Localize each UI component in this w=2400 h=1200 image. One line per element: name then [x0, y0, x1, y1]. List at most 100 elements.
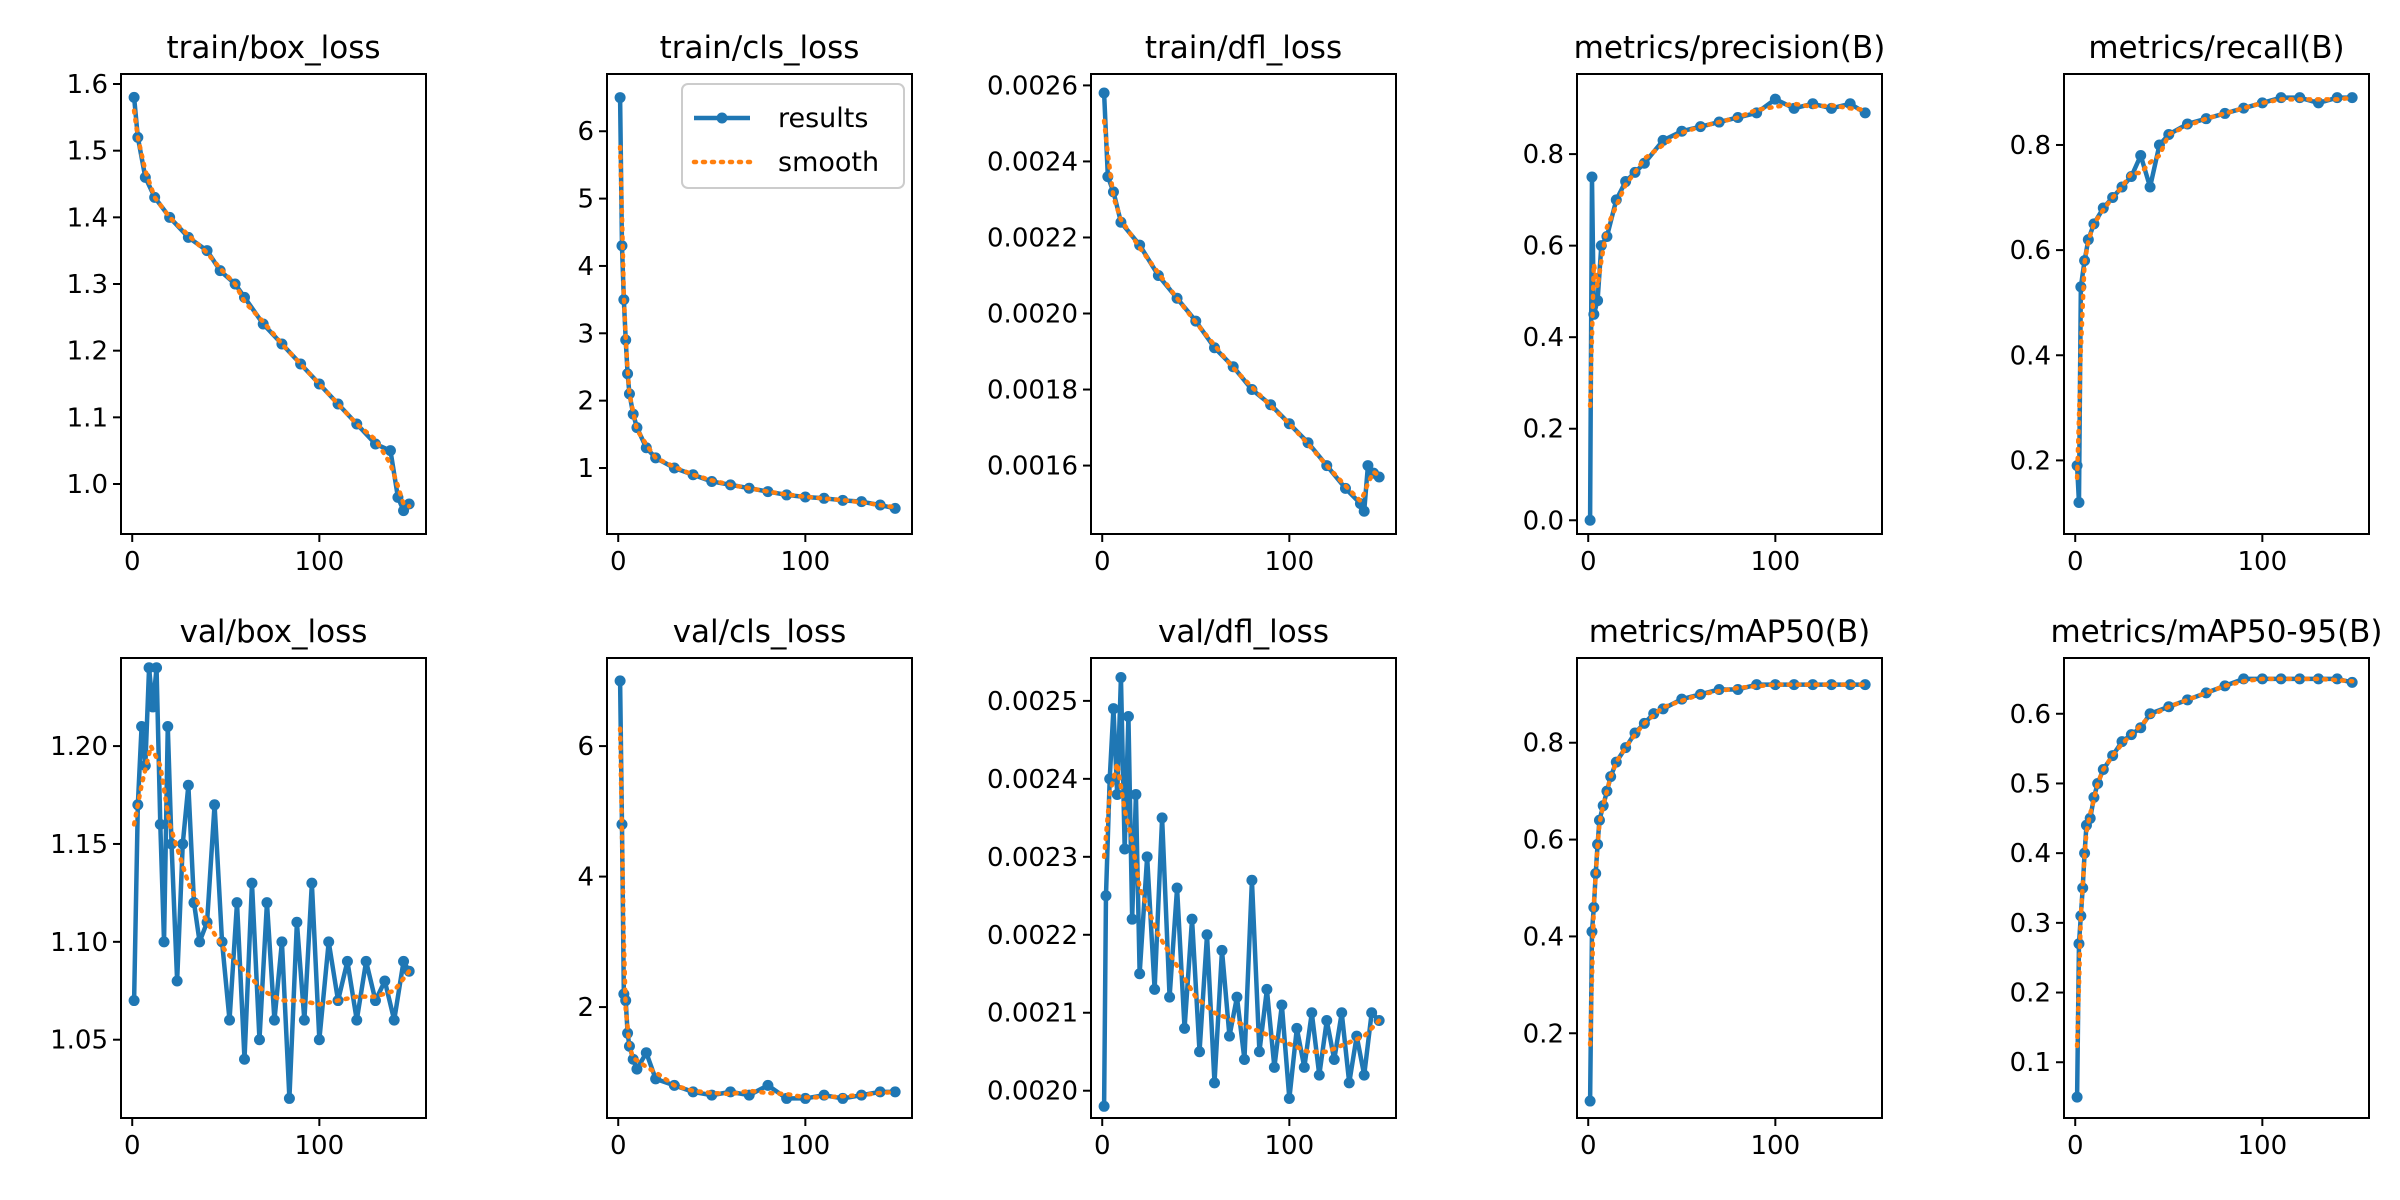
subplot-3: train/dfl_loss 0 100 0.0016 0.0018 0.0020 0.00… [987, 30, 1397, 577]
smooth-line [617, 726, 898, 1100]
axes-frame [1090, 657, 1397, 1119]
y-tick-label: 0.0022 [987, 921, 1078, 951]
subplot-6: val/box_loss 0 100 1.05 1.10 1.15 1.20 [50, 614, 427, 1161]
results-point [614, 675, 626, 687]
y-tick-label: 0.6 [2010, 700, 2051, 730]
x-tick-label: 100 [295, 547, 345, 577]
y-tick-label: 0.0021 [987, 999, 1078, 1029]
results-point [1584, 514, 1596, 526]
results-point [2346, 92, 2358, 104]
legend-results-label: results [778, 103, 868, 134]
results-point [1328, 1054, 1340, 1066]
results-point [1171, 882, 1183, 894]
results-point [298, 1014, 310, 1026]
y-tick-label: 0.8 [1523, 729, 1564, 759]
axes-frame [2063, 73, 2370, 535]
results-point [268, 1014, 280, 1026]
results-point [1276, 999, 1288, 1011]
smooth-line [131, 108, 412, 509]
smooth-line [1101, 118, 1382, 505]
x-tick-label: 100 [1265, 547, 1315, 577]
subplot-4: metrics/precision(B) 0 100 0.0 0.2 0.4 0.6 0.8 [1523, 30, 1886, 577]
results-point [616, 818, 628, 830]
results-point [1261, 983, 1273, 995]
results-point [1186, 913, 1198, 925]
results-line [1101, 675, 1382, 1109]
results-point [1164, 991, 1176, 1003]
y-tick-label: 1.1 [67, 403, 108, 433]
results-point [1231, 991, 1243, 1003]
results-point [1098, 87, 1110, 99]
results-point [177, 838, 189, 850]
y-tick-label: 1.2 [67, 337, 108, 367]
x-tick-label: 0 [2067, 547, 2084, 577]
results-point [1141, 851, 1153, 863]
y-tick-label: 0.4 [2010, 341, 2051, 371]
results-point [1216, 944, 1228, 956]
y-tick-label: 0.6 [2010, 236, 2051, 266]
x-tick-label: 100 [781, 1131, 831, 1161]
results-point [1130, 788, 1142, 800]
results-point [1358, 505, 1370, 517]
smooth-line [1587, 101, 1868, 409]
smooth-line [1101, 762, 1382, 1054]
y-tick-label: 0.0 [1523, 506, 1564, 536]
results-point [1362, 460, 1374, 472]
results-point [1306, 1007, 1318, 1019]
results-point [1122, 710, 1134, 722]
results-point [631, 1063, 643, 1075]
results-point [1253, 1046, 1265, 1058]
subplot-title: train/dfl_loss [1145, 30, 1342, 66]
smooth-line [617, 144, 898, 510]
y-tick-label: 2 [577, 993, 594, 1023]
results-point [889, 1086, 901, 1098]
results-line [2074, 95, 2355, 505]
y-tick-label: 1.4 [67, 203, 108, 233]
results-line [1587, 96, 1868, 523]
y-tick-label: 1.05 [50, 1026, 108, 1056]
results-point [1134, 968, 1146, 980]
results-point [1098, 1100, 1110, 1112]
y-tick-label: 0.0025 [987, 687, 1078, 717]
smooth-line [2074, 676, 2355, 1049]
subplot-title: val/box_loss [180, 614, 368, 650]
x-tick-label: 0 [1580, 547, 1597, 577]
y-tick-label: 6 [577, 117, 594, 147]
results-point [1657, 134, 1669, 146]
y-tick-label: 0.4 [2010, 839, 2051, 869]
y-tick-label: 0.0020 [987, 1077, 1078, 1107]
results-line [617, 678, 898, 1101]
axes-frame [2063, 657, 2370, 1119]
results-point [1149, 983, 1161, 995]
results-point [818, 492, 830, 504]
results-point [313, 1034, 325, 1046]
results-line [1101, 90, 1382, 514]
subplot-title: val/cls_loss [673, 614, 847, 650]
results-point [1107, 703, 1119, 715]
results-point [398, 955, 410, 967]
smooth-line [131, 739, 412, 1007]
results-point [2077, 882, 2089, 894]
results-point [1223, 1030, 1235, 1042]
y-tick-label: 1 [577, 454, 594, 484]
y-tick-label: 0.2 [1523, 1019, 1564, 1049]
results-point [136, 721, 148, 733]
y-tick-label: 1.5 [67, 137, 108, 167]
results-point [379, 975, 391, 987]
axes-frame [1090, 73, 1397, 535]
results-point [171, 975, 183, 987]
subplot-title: metrics/mAP50-95(B) [2050, 614, 2382, 650]
y-tick-label: 0.0023 [987, 843, 1078, 873]
y-tick-label: 2 [577, 387, 594, 417]
y-tick-label: 4 [577, 863, 594, 893]
y-tick-label: 5 [577, 185, 594, 215]
results-point [151, 662, 163, 674]
axes-frame [1576, 657, 1883, 1119]
subplot-title: train/cls_loss [660, 30, 860, 66]
x-tick-label: 0 [2067, 1131, 2084, 1161]
y-tick-label: 1.0 [67, 470, 108, 500]
y-tick-label: 0.4 [1523, 323, 1564, 353]
results-point [341, 955, 353, 967]
results-point [253, 1034, 265, 1046]
results-point [1586, 171, 1598, 183]
